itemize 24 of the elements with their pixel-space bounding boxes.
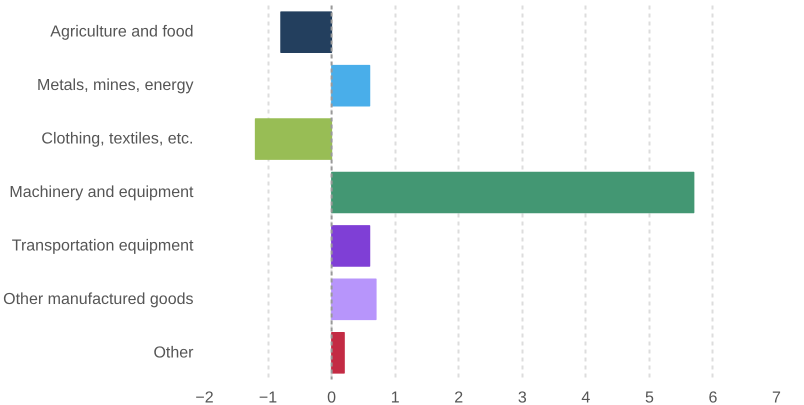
x-tick-label: 6 bbox=[708, 390, 718, 405]
y-tick-label: Clothing, textiles, etc. bbox=[41, 130, 194, 148]
y-tick-label: Other bbox=[153, 344, 194, 362]
y-tick-label: Metals, mines, energy bbox=[36, 77, 194, 94]
y-tick-label: Transportation equipment bbox=[12, 237, 194, 254]
x-tick-label: 2 bbox=[454, 390, 464, 405]
x-tick-label: 3 bbox=[518, 390, 527, 405]
x-tick-label: −1 bbox=[258, 390, 278, 405]
bar bbox=[254, 118, 332, 160]
x-tick-label: 4 bbox=[581, 390, 590, 405]
x-tick-label: 0 bbox=[327, 390, 336, 405]
y-tick-label: Agriculture and food bbox=[50, 24, 194, 41]
bar bbox=[331, 225, 370, 267]
bar bbox=[331, 172, 694, 214]
bar bbox=[331, 332, 345, 374]
x-tick-label: 5 bbox=[644, 390, 654, 405]
bar bbox=[280, 11, 332, 54]
x-tick-label: −2 bbox=[195, 390, 214, 405]
x-tick-label: 7 bbox=[772, 390, 782, 405]
y-tick-label: Other manufactured goods bbox=[3, 290, 194, 308]
x-tick-label: 1 bbox=[390, 390, 400, 405]
bar bbox=[331, 64, 370, 106]
y-tick-label: Machinery and equipment bbox=[9, 184, 194, 201]
bar bbox=[331, 278, 377, 320]
